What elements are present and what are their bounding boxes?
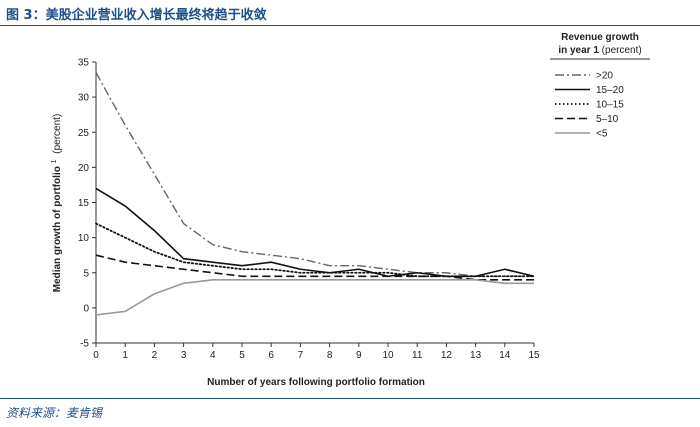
x-tick-label: 12	[441, 350, 453, 361]
legend-title-unit: (percent)	[602, 45, 642, 56]
legend-title-line2-main: in year 1	[558, 45, 601, 56]
x-tick-label: 7	[298, 350, 304, 361]
y-tick-label: 25	[78, 128, 90, 139]
series-line-1	[95, 187, 535, 278]
y-tick-label: 15	[78, 198, 90, 209]
legend-label-4: <5	[596, 129, 608, 140]
legend-title-line2: in year 1 (percent)	[558, 45, 641, 56]
legend-label-3: 5–10	[596, 114, 619, 125]
y-axis-title-note: 1	[51, 159, 58, 163]
y-tick-label: 0	[83, 303, 89, 314]
x-tick-label: 14	[499, 350, 511, 361]
figure-title: 图 3：美股企业营业收入增长最终将趋于收敛	[6, 8, 267, 23]
x-tick-label: 5	[239, 350, 245, 361]
series-line-2	[95, 222, 535, 278]
y-axis-title-unit: (percent)	[52, 114, 63, 154]
series-line-0	[95, 72, 534, 277]
x-tick-label: 9	[356, 350, 362, 361]
x-tick-label: 2	[152, 350, 158, 361]
x-tick-label: 6	[268, 350, 274, 361]
x-tick-label: 1	[122, 350, 128, 361]
title-rule	[0, 25, 700, 26]
y-axis-title: Median growth of portfolio 1 (percent)	[48, 114, 63, 293]
x-tick-label: 8	[327, 350, 333, 361]
legend-title-line1: Revenue growth	[561, 32, 639, 43]
legend-label-1: 15–20	[596, 85, 624, 96]
x-tick-label: 13	[470, 350, 482, 361]
legend: Revenue growth in year 1 (percent) >20 15–2…	[550, 32, 650, 140]
x-axis-title: Number of years following portfolio form…	[207, 377, 425, 388]
x-tick-label: 15	[528, 350, 540, 361]
y-tick-label: 10	[78, 233, 90, 244]
y-tick-label: 30	[78, 93, 90, 104]
legend-label-2: 10–15	[596, 100, 624, 111]
y-axis-title-main: Median growth of portfolio	[52, 166, 63, 292]
y-tick-label: -5	[80, 339, 89, 350]
bottom-rule	[0, 398, 700, 399]
series-line-4	[95, 278, 534, 316]
series-line-3	[95, 254, 534, 281]
y-tick-label: 35	[78, 58, 90, 69]
y-tick-label: 5	[83, 268, 89, 279]
x-tick-label: 4	[210, 350, 216, 361]
x-tick-label: 0	[93, 350, 99, 361]
source-note: 资料来源：麦肯锡	[6, 406, 103, 420]
y-tick-label: 20	[78, 163, 90, 174]
series-layer	[95, 72, 535, 316]
x-tick-label: 3	[181, 350, 187, 361]
x-tick-label: 10	[382, 350, 394, 361]
x-tick-label: 11	[412, 350, 423, 361]
legend-label-0: >20	[596, 71, 613, 82]
